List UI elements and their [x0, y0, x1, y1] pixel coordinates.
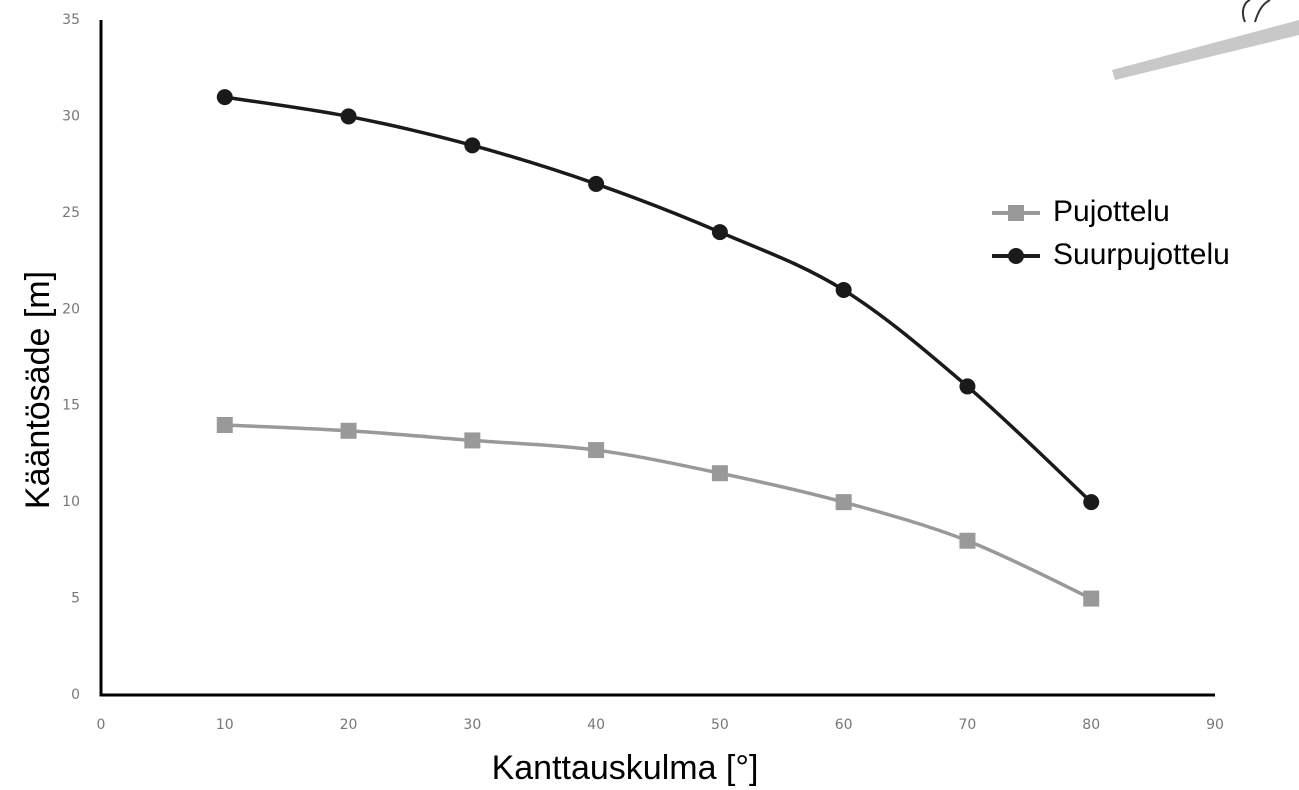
- data-point: [464, 432, 480, 448]
- chart: Kanttauskulma [°] Kääntösäde [m] 0 10 20 30…: [0, 0, 1299, 790]
- legend-label: Pujottelu: [1053, 195, 1170, 228]
- data-point: [836, 282, 852, 298]
- data-point: [588, 176, 604, 192]
- series-line: [225, 425, 1091, 599]
- y-tick-label: 0: [71, 687, 80, 703]
- y-tick-label: 20: [62, 301, 80, 317]
- x-tick-label: 20: [340, 717, 358, 733]
- data-point: [959, 533, 975, 549]
- legend-marker: [1008, 205, 1024, 221]
- x-tick-label: 30: [463, 717, 481, 733]
- data-point: [217, 417, 233, 433]
- x-tick-label: 60: [835, 717, 853, 733]
- x-axis-title: Kanttauskulma [°]: [492, 749, 759, 787]
- data-point: [712, 224, 728, 240]
- legend-item: Pujottelu: [992, 195, 1170, 228]
- data-point: [464, 137, 480, 153]
- y-tick-label: 5: [71, 591, 80, 607]
- x-tick-label: 70: [959, 717, 977, 733]
- legend-marker: [1008, 248, 1024, 264]
- data-point: [588, 442, 604, 458]
- data-point: [217, 89, 233, 105]
- y-tick-label: 10: [62, 494, 80, 510]
- y-axis-title: Kääntösäde [m]: [19, 271, 57, 509]
- x-tick-label: 90: [1206, 717, 1224, 733]
- legend-label: Suurpujottelu: [1053, 238, 1230, 271]
- data-point: [959, 378, 975, 394]
- data-point: [341, 108, 357, 124]
- x-tick-label: 40: [587, 717, 605, 733]
- decoration: [1112, 0, 1299, 80]
- x-tick-label: 10: [216, 717, 234, 733]
- x-tick-label: 50: [711, 717, 729, 733]
- data-point: [836, 494, 852, 510]
- data-point: [1083, 591, 1099, 607]
- y-tick-label: 25: [62, 205, 80, 221]
- y-tick-label: 35: [62, 12, 80, 28]
- x-tick-label: 80: [1082, 717, 1100, 733]
- series-line: [225, 97, 1091, 502]
- legend-item: Suurpujottelu: [992, 238, 1230, 271]
- data-point: [1083, 494, 1099, 510]
- data-point: [341, 423, 357, 439]
- y-tick-label: 30: [62, 108, 80, 124]
- data-point: [712, 465, 728, 481]
- x-tick-label: 0: [97, 717, 106, 733]
- y-tick-label: 15: [62, 398, 80, 414]
